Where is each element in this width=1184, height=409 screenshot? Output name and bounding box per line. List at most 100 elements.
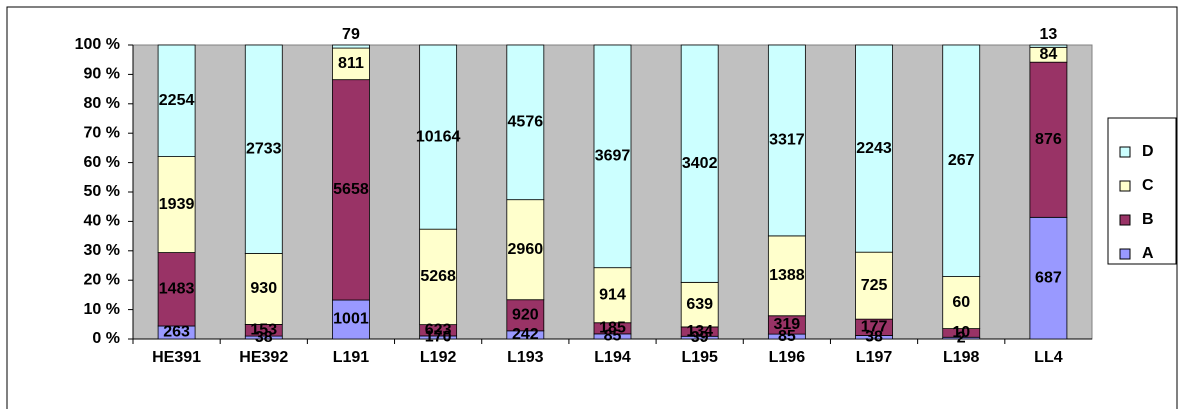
bar-segment bbox=[767, 44, 806, 237]
data-label: 267 bbox=[948, 152, 975, 169]
data-label: 60 bbox=[952, 294, 970, 311]
x-tick-label: L195 bbox=[681, 349, 718, 366]
data-label: 920 bbox=[512, 306, 539, 323]
data-label: 1483 bbox=[159, 280, 195, 297]
data-label: 876 bbox=[1035, 131, 1062, 148]
x-tick-label: L192 bbox=[420, 349, 457, 366]
bar-segment bbox=[157, 252, 196, 327]
x-tick-label: L197 bbox=[856, 349, 893, 366]
legend-label: D bbox=[1142, 143, 1154, 160]
data-label: 39 bbox=[691, 329, 709, 346]
data-label: 2733 bbox=[246, 140, 282, 157]
bar-segment bbox=[1029, 61, 1068, 218]
data-label: 10 bbox=[952, 324, 970, 341]
legend-swatch bbox=[1119, 248, 1131, 260]
data-label: 10164 bbox=[416, 128, 461, 145]
y-tick-label: 30 % bbox=[84, 242, 120, 259]
y-tick-label: 20 % bbox=[84, 271, 120, 288]
data-label: 811 bbox=[338, 55, 364, 72]
data-label: 914 bbox=[599, 286, 626, 303]
y-tick-label: 100 % bbox=[75, 36, 120, 53]
data-label: 1939 bbox=[159, 196, 195, 213]
bar-segment bbox=[332, 47, 370, 81]
x-tick-label: L196 bbox=[769, 349, 806, 366]
x-tick-label: HE392 bbox=[239, 349, 288, 366]
bar-segment bbox=[1029, 44, 1068, 48]
bar-segment bbox=[244, 253, 283, 325]
data-label: 319 bbox=[774, 316, 801, 333]
data-label: 5268 bbox=[420, 268, 456, 285]
y-tick-label: 90 % bbox=[84, 66, 120, 83]
bar-segment bbox=[332, 79, 370, 301]
bar-segment bbox=[593, 44, 632, 269]
y-tick-label: 40 % bbox=[84, 213, 120, 230]
data-label: 2960 bbox=[508, 241, 544, 258]
data-label: 170 bbox=[425, 329, 452, 346]
legend-swatch bbox=[1119, 214, 1131, 226]
bar-segment bbox=[1029, 216, 1068, 340]
bar-segment bbox=[855, 44, 893, 253]
data-label: 2243 bbox=[856, 140, 892, 157]
x-tick-label: LL4 bbox=[1034, 349, 1063, 366]
bar-segment bbox=[942, 276, 981, 329]
data-label: 85 bbox=[778, 328, 796, 345]
bar-segment bbox=[506, 199, 545, 301]
x-tick-label: L198 bbox=[943, 349, 980, 366]
data-label: 38 bbox=[255, 329, 273, 346]
data-label: 84 bbox=[1040, 46, 1058, 63]
bar-segment bbox=[855, 251, 893, 320]
bar-segment bbox=[767, 235, 806, 317]
bar-segment bbox=[506, 44, 545, 201]
data-label: 85 bbox=[604, 328, 622, 345]
y-tick-label: 60 % bbox=[84, 154, 120, 171]
bar-segment bbox=[419, 228, 458, 326]
legend-swatch bbox=[1119, 146, 1131, 158]
data-label: 930 bbox=[250, 280, 277, 297]
bar-segment bbox=[680, 281, 719, 328]
legend-swatch bbox=[1119, 180, 1131, 192]
data-label: 4576 bbox=[508, 114, 544, 131]
data-label: 38 bbox=[865, 328, 883, 345]
data-label: 13 bbox=[1040, 26, 1058, 43]
bar-segment bbox=[593, 267, 632, 324]
bar-segment bbox=[332, 44, 370, 49]
bar-segment bbox=[332, 299, 370, 340]
data-label: 623 bbox=[425, 321, 452, 338]
x-tick-label: L194 bbox=[594, 349, 631, 366]
x-tick-label: L193 bbox=[507, 349, 544, 366]
data-label: 2 bbox=[957, 329, 966, 346]
legend-label: C bbox=[1142, 177, 1154, 194]
data-label: 134 bbox=[686, 323, 713, 340]
data-label: 3697 bbox=[595, 148, 631, 165]
y-tick-label: 80 % bbox=[84, 95, 120, 112]
y-tick-label: 70 % bbox=[84, 124, 120, 141]
bar-segment bbox=[419, 44, 458, 230]
data-label: 725 bbox=[861, 277, 888, 294]
data-label: 3317 bbox=[769, 132, 805, 149]
data-label: 177 bbox=[861, 319, 888, 336]
data-label: 185 bbox=[599, 320, 626, 337]
data-label: 242 bbox=[512, 326, 539, 343]
y-tick-label: 0 % bbox=[92, 330, 120, 347]
bar-segment bbox=[157, 44, 196, 157]
legend-label: A bbox=[1142, 245, 1154, 262]
data-label: 687 bbox=[1035, 269, 1062, 286]
bar-segment bbox=[244, 44, 283, 254]
bar-segment bbox=[680, 44, 719, 283]
legend-box bbox=[1107, 117, 1177, 265]
y-tick-label: 10 % bbox=[84, 301, 120, 318]
data-label: 1388 bbox=[769, 267, 805, 284]
data-label: 2254 bbox=[159, 92, 195, 109]
data-label: 153 bbox=[250, 321, 277, 338]
bar-segment bbox=[942, 44, 981, 277]
data-label: 79 bbox=[342, 26, 360, 43]
data-label: 639 bbox=[686, 296, 713, 313]
legend-label: B bbox=[1142, 211, 1154, 228]
x-tick-label: HE391 bbox=[152, 349, 201, 366]
bar-segment bbox=[506, 299, 545, 332]
data-label: 5658 bbox=[333, 181, 369, 198]
y-tick-label: 50 % bbox=[84, 183, 120, 200]
x-tick-label: L191 bbox=[333, 349, 370, 366]
data-label: 3402 bbox=[682, 155, 718, 172]
